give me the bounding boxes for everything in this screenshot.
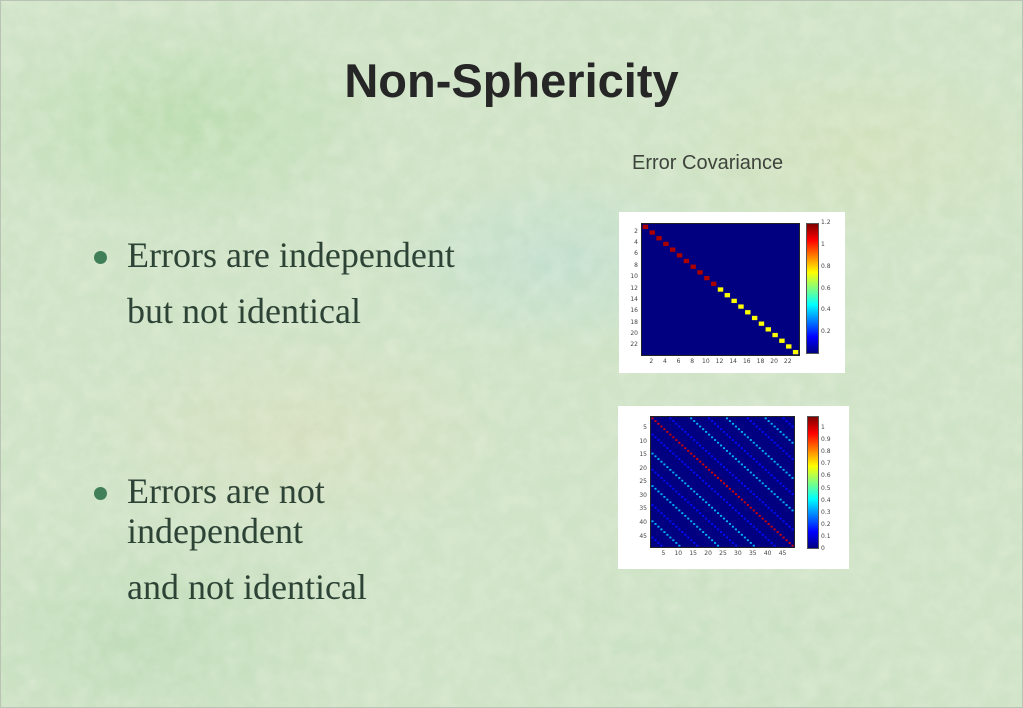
heatmap-axes: [641, 223, 800, 356]
tick-label: 18: [630, 318, 638, 326]
bullet-line: independent: [127, 511, 303, 551]
tick-label: 1: [821, 240, 825, 248]
bullet-line: and not identical: [127, 567, 367, 607]
tick-label: 0.6: [821, 472, 831, 480]
tick-label: 35: [748, 550, 757, 557]
tick-label: 0.4: [821, 306, 831, 314]
tick-label: 4: [662, 358, 667, 365]
tick-label: 6: [634, 250, 638, 258]
tick-label: 14: [729, 358, 737, 365]
tick-label: 0.2: [821, 328, 831, 336]
tick-label: 0.8: [821, 448, 831, 456]
tick-label: 5: [643, 424, 647, 432]
tick-label: 45: [778, 550, 787, 557]
bullet-icon: [94, 251, 107, 264]
tick-label: 0.4: [821, 496, 831, 504]
tick-label: 4: [634, 238, 638, 246]
bullet-item-not-independent: Errors are not independent and not ident…: [127, 471, 367, 623]
tick-label: 0.3: [821, 508, 831, 516]
bullet-item-independent: Errors are independent but not identical: [127, 235, 455, 347]
tick-label: 0.1: [821, 532, 831, 540]
tick-label: 10: [702, 358, 710, 365]
heatmap-axes: [650, 416, 795, 548]
tick-label: 15: [689, 550, 697, 557]
tick-label: 30: [734, 550, 742, 557]
bullet-icon: [94, 487, 107, 500]
tick-label: 2: [634, 227, 638, 235]
tick-label: 16: [630, 307, 638, 315]
tick-label: 1.2: [821, 219, 831, 226]
heatmap-canvas-not-independent: [651, 417, 794, 547]
heatmap-canvas-independent: [642, 224, 799, 355]
tick-label: 0.2: [821, 520, 831, 528]
tick-label: 20: [639, 464, 647, 472]
page-title: Non-Sphericity: [344, 54, 679, 107]
tick-label: 0.9: [821, 436, 831, 444]
tick-label: 10: [639, 437, 647, 445]
tick-label: 0: [821, 545, 825, 552]
tick-label: 0.6: [821, 284, 831, 292]
tick-label: 6: [676, 358, 681, 365]
tick-label: 0.5: [821, 484, 831, 492]
tick-label: 12: [715, 358, 724, 365]
tick-label: 40: [763, 550, 772, 557]
tick-label: 16: [742, 358, 751, 365]
tick-label: 1: [821, 424, 825, 432]
covariance-plot-independent: 2 4 6 8 10 12 14 16 18 20 22 2 4 6 8 10 12 14 16 18 20 22 1.2 1…: [619, 212, 845, 373]
bullet-line: Errors are not: [127, 471, 325, 511]
tick-label: 20: [630, 330, 638, 338]
tick-label: 22: [630, 341, 638, 349]
tick-label: 10: [630, 273, 638, 281]
tick-label: 22: [783, 358, 792, 365]
tick-label: 40: [639, 518, 647, 526]
tick-label: 5: [661, 550, 666, 557]
tick-label: 8: [634, 261, 638, 269]
tick-label: 8: [690, 358, 695, 365]
tick-label: 10: [674, 550, 683, 557]
tick-label: 14: [630, 295, 638, 303]
colorbar: [807, 416, 819, 549]
tick-label: 20: [770, 358, 778, 365]
tick-label: 0.8: [821, 262, 831, 270]
tick-label: 25: [639, 478, 647, 486]
tick-label: 20: [704, 550, 712, 557]
tick-label: 2: [649, 358, 654, 365]
tick-label: 30: [639, 491, 647, 499]
error-covariance-label: Error Covariance: [632, 152, 784, 174]
covariance-plot-not-independent: 5 10 15 20 25 30 35 40 45 5 10 15 20 25 30 35 40 45 1 0.9 0.…: [618, 406, 849, 569]
tick-label: 35: [639, 505, 647, 513]
colorbar: [806, 223, 819, 354]
tick-label: 0.7: [821, 460, 831, 468]
bullet-line: but not identical: [127, 291, 361, 331]
tick-label: 25: [719, 550, 727, 557]
tick-label: 18: [756, 358, 765, 365]
tick-label: 12: [630, 284, 638, 292]
tick-label: 45: [639, 532, 647, 540]
tick-label: 15: [639, 451, 647, 459]
bullet-line: Errors are independent: [127, 235, 455, 275]
